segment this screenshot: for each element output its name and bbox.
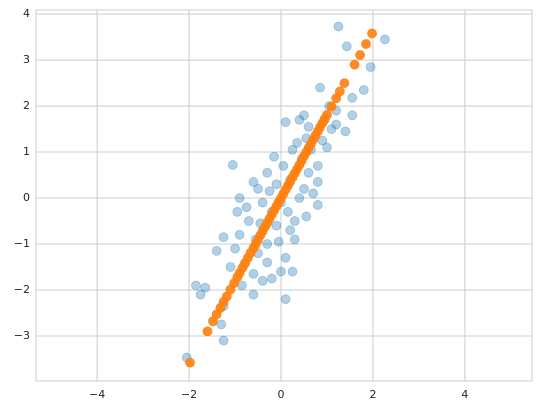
y-tick-label: 1 — [23, 145, 30, 158]
scatter-point — [326, 101, 337, 112]
scatter-point — [202, 326, 213, 337]
scatter-point — [315, 82, 325, 93]
scatter-point — [339, 78, 350, 88]
scatter-point — [312, 200, 323, 210]
scatter-point — [312, 177, 323, 187]
scatter-point — [367, 28, 377, 39]
scatter-point — [299, 183, 309, 194]
scatter-point — [241, 202, 252, 213]
scatter-point — [216, 319, 227, 330]
scatter-point — [334, 86, 345, 97]
scatter-point — [326, 124, 337, 134]
scatter-point — [347, 110, 358, 121]
scatter-point — [264, 186, 275, 197]
scatter-point — [262, 257, 273, 268]
x-tick-label: 2 — [369, 388, 376, 401]
scatter-point — [211, 245, 222, 256]
scatter-point — [303, 121, 314, 132]
scatter-point — [195, 289, 206, 300]
scatter-point — [347, 92, 358, 103]
scatter-point — [361, 39, 371, 49]
x-tick-label: −2 — [181, 388, 197, 401]
y-tick-label: 3 — [23, 53, 30, 66]
scatter-point — [283, 206, 293, 217]
scatter-point — [380, 34, 390, 45]
scatter-point — [225, 262, 236, 272]
scatter-point — [358, 85, 369, 95]
scatter-point — [262, 239, 273, 249]
scatter-point — [234, 229, 245, 240]
scatter-point — [312, 160, 323, 171]
scatter-point — [248, 177, 259, 187]
scatter-point — [331, 119, 342, 130]
scatter-point — [280, 252, 291, 263]
scatter-point — [294, 114, 305, 125]
x-tick-label: −4 — [89, 388, 105, 401]
scatter-point — [301, 211, 312, 222]
scatter-point — [322, 142, 332, 153]
scatter-point — [287, 266, 298, 277]
scatter-point — [333, 21, 344, 32]
scatter-point — [185, 357, 195, 368]
scatter-point — [292, 137, 303, 148]
scatter-point — [248, 289, 259, 300]
scatter-point — [299, 110, 309, 121]
scatter-point — [266, 273, 277, 284]
scatter-point — [280, 117, 291, 128]
scatter-point — [271, 220, 282, 231]
scatter-point — [308, 188, 319, 199]
scatter-point — [289, 216, 300, 226]
scatter-point — [253, 183, 263, 194]
scatter-point — [355, 50, 365, 60]
scatter-point — [257, 275, 268, 286]
scatter-point — [278, 160, 289, 171]
scatter-point — [248, 268, 259, 279]
y-tick-label: −3 — [14, 329, 30, 342]
scatter-point — [285, 225, 296, 236]
scatter-point — [276, 266, 286, 277]
scatter-point — [243, 216, 254, 226]
scatter-point — [262, 167, 273, 178]
scatter-point — [200, 282, 211, 293]
scatter-point — [349, 59, 360, 70]
scatter-point — [232, 206, 243, 217]
scatter-point — [230, 243, 240, 254]
scatter-point — [340, 126, 351, 137]
x-tick-label: 4 — [461, 388, 468, 401]
scatter-point — [227, 160, 238, 170]
y-tick-label: 4 — [23, 7, 30, 20]
y-tick-label: −2 — [14, 283, 30, 296]
scatter-point — [322, 109, 332, 120]
scatter-point — [269, 151, 280, 162]
scatter-point — [303, 167, 314, 178]
scatter-point — [273, 236, 284, 247]
x-tick-label: 0 — [278, 388, 285, 401]
scatter-point — [234, 193, 245, 203]
y-tick-label: 0 — [23, 191, 30, 204]
scatter-point — [218, 335, 229, 346]
scatter-point — [280, 294, 291, 305]
y-tick-label: −1 — [14, 237, 30, 250]
scatter-point — [294, 193, 305, 203]
scatter-point — [341, 41, 352, 52]
scatter-point — [191, 280, 201, 291]
scatter-point — [257, 197, 268, 208]
scatter-point — [287, 144, 298, 155]
scatter-point — [218, 232, 229, 243]
scatter-point — [271, 179, 282, 190]
y-tick-label: 2 — [23, 99, 30, 112]
scatter-point — [365, 62, 376, 72]
scatter-point — [289, 234, 300, 245]
